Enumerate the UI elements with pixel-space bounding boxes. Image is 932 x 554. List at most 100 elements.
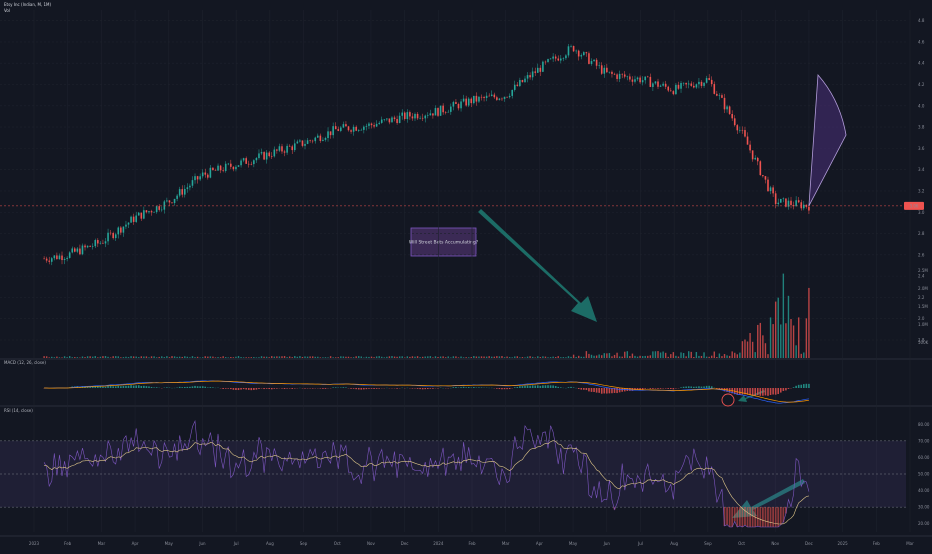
macd-histogram-bar [749, 388, 751, 395]
candle-body [261, 152, 263, 153]
candle-body [621, 74, 623, 75]
candle-body [586, 52, 588, 53]
volume-bar [327, 357, 328, 358]
macd-histogram-bar [266, 388, 268, 389]
candle-body [460, 101, 462, 108]
candle-body [647, 77, 649, 78]
macd-histogram-bar [248, 388, 250, 390]
candle-body [291, 146, 293, 150]
macd-histogram-bar [606, 388, 608, 394]
macd-histogram-bar [396, 388, 398, 389]
macd-title: MACD (12, 26, close) [4, 360, 46, 365]
candle-body [74, 248, 76, 251]
candle-body [360, 130, 362, 131]
macd-histogram-bar [153, 387, 155, 388]
macd-histogram-bar [225, 388, 227, 389]
macd-signal-line [44, 381, 809, 402]
volume-bar [100, 357, 101, 358]
macd-histogram-bar [353, 388, 355, 389]
candle-body [435, 108, 437, 115]
macd-histogram-bar [105, 387, 107, 388]
macd-histogram-bar [148, 386, 150, 388]
volume-bar [148, 357, 149, 358]
macd-histogram-bar [166, 387, 168, 388]
volume-bar [742, 341, 743, 358]
volume-bar [376, 356, 377, 358]
candle-body [335, 126, 337, 129]
volume-bar [240, 357, 241, 358]
candle-body [593, 60, 595, 61]
macd-histogram-bar [583, 388, 585, 390]
candle-body [583, 52, 585, 55]
volume-bar [706, 357, 707, 358]
candle-body [424, 116, 426, 119]
candle-body [71, 248, 73, 252]
macd-histogram-bar [335, 387, 337, 388]
macd-histogram-bar [657, 388, 659, 389]
candle-body [494, 95, 496, 98]
macd-histogram-bar [312, 388, 314, 389]
candle-body [739, 130, 741, 131]
candle-body [399, 116, 401, 123]
volume-bar [391, 356, 392, 358]
macd-histogram-bar [343, 387, 345, 388]
macd-histogram-bar [102, 387, 104, 388]
candle-body [591, 61, 593, 64]
macd-histogram-bar [373, 388, 375, 389]
macd-histogram-bar [110, 386, 112, 388]
y-tick-label: 4.8 [918, 18, 925, 23]
macd-histogram-bar [698, 386, 700, 388]
macd-histogram-bar [304, 388, 306, 389]
macd-histogram-bar [427, 388, 429, 389]
candle-body [606, 68, 608, 72]
candle-body [181, 189, 183, 195]
candle-body [614, 74, 616, 75]
candle-body [281, 146, 283, 151]
candle-body [603, 68, 605, 74]
volume-bar [146, 356, 147, 358]
candle-body [314, 138, 316, 142]
candle-body [783, 198, 785, 199]
volume-bar [194, 357, 195, 358]
macd-histogram-bar [227, 388, 229, 389]
macd-histogram-bar [156, 387, 158, 388]
volume-bar [491, 357, 492, 358]
volume-bar [79, 357, 80, 358]
x-tick-label: Jun [603, 541, 611, 546]
volume-bar [445, 357, 446, 358]
candle-body [138, 213, 140, 216]
volume-bar [606, 353, 607, 358]
candle-body [112, 233, 114, 238]
candle-body [307, 140, 309, 144]
candle-body [263, 152, 265, 159]
volume-bar [645, 356, 646, 358]
volume-bar [522, 357, 523, 358]
macd-histogram-bar [534, 386, 536, 388]
macd-histogram-bar [133, 386, 135, 388]
volume-bar [591, 355, 592, 358]
macd-histogram-bar [481, 387, 483, 388]
candle-body [685, 83, 687, 85]
volume-bar [596, 356, 597, 358]
candle-body [706, 78, 708, 83]
volume-bar [238, 356, 239, 358]
volume-bar [123, 357, 124, 358]
volume-bar [481, 356, 482, 358]
volume-bar [151, 356, 152, 358]
volume-bar [340, 356, 341, 358]
macd-histogram-bar [780, 388, 782, 393]
macd-histogram-bar [274, 388, 276, 389]
candle-body [51, 258, 53, 262]
x-tick-label: Feb [64, 541, 72, 546]
annotation-callout[interactable]: Will Street Bets Accumulating? [409, 228, 479, 256]
volume-bar [650, 355, 651, 358]
volume-bar [141, 356, 142, 358]
chart-title: Etsy Inc (Indian, M, 1M) [4, 2, 51, 7]
macd-histogram-bar [752, 388, 754, 396]
candle-body [389, 118, 391, 122]
candle-body [107, 233, 109, 242]
candle-body [713, 84, 715, 94]
candle-body [565, 55, 567, 58]
macd-histogram-bar [591, 388, 593, 392]
